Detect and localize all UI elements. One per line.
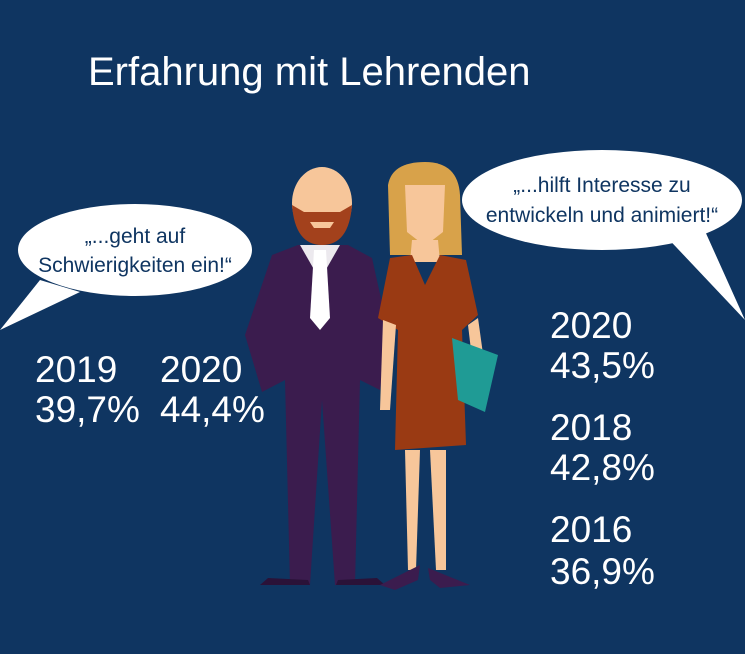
title: Erfahrung mit Lehrenden [88,50,531,94]
percent: 39,7% [35,389,140,430]
quote-line: „...geht auf [85,225,186,248]
year: 2018 [550,407,632,448]
percent: 36,9% [550,551,655,592]
percent: 44,4% [160,389,265,430]
man-figure [245,167,388,585]
percent: 42,8% [550,447,655,488]
quote-line: Schwierigkeiten ein!“ [38,254,232,277]
year: 2020 [550,305,632,346]
right-bubble: „...hilft Interesse zu entwickeln und an… [462,150,745,320]
year: 2016 [550,509,632,550]
percent: 43,5% [550,345,655,386]
year: 2020 [160,349,242,390]
quote-line: entwickeln und animiert!“ [486,204,718,227]
left-bubble: „...geht auf Schwierigkeiten ein!“ [0,204,252,330]
quote-line: „...hilft Interesse zu [513,174,690,197]
year: 2019 [35,349,117,390]
woman-figure [378,162,498,590]
